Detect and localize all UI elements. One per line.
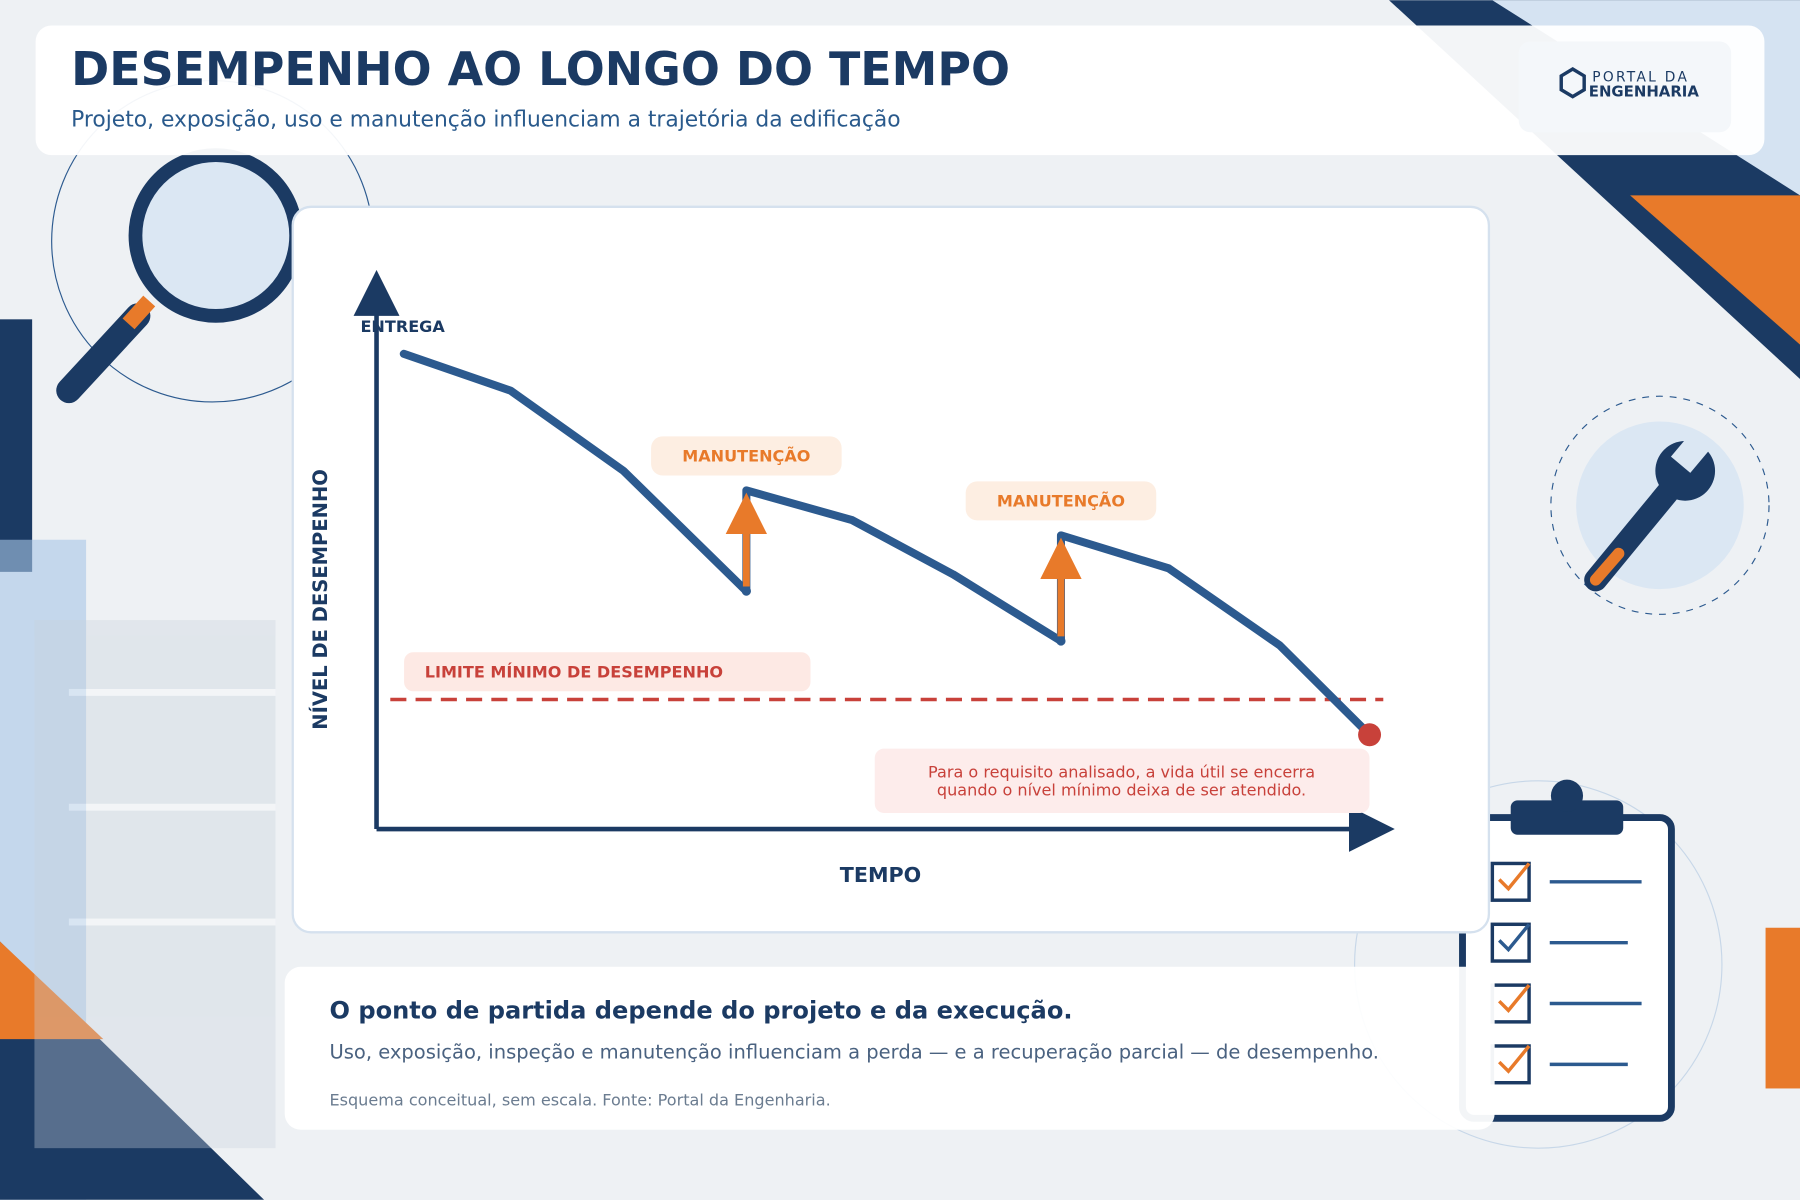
annotation: MANUTENÇÃO [997,492,1125,511]
plot: MANUTENÇÃO MANUTENÇÃO [390,349,1384,747]
logo-icon [1559,67,1586,99]
annotation-box [651,436,842,476]
footer-heading: O ponto de partida depende do projeto e … [329,996,1072,1024]
end-point [1358,723,1382,747]
footer-card [284,966,1495,1130]
header-card [35,25,1765,156]
logo-card [1518,41,1732,133]
logo-line2: ENGENHARIA [1589,83,1700,101]
annotation-box [965,481,1157,521]
x-axis-label: TEMPO [840,863,921,887]
subtitle: Projeto, exposição, uso e manutenção inf… [71,107,900,132]
end-note-box [874,748,1370,813]
logo-line1: PORTAL DA [1592,70,1689,86]
end-note: quando o nível mínimo deixa de ser atend… [937,781,1306,800]
footer-body: Uso, exposição, inspeção e manutenção in… [329,1041,1379,1064]
threshold-label-box [404,652,811,692]
threshold-label: LIMITE MÍNIMO DE DESEMPENHO [425,662,723,681]
start-label: ENTREGA [360,317,445,336]
title: DESEMPENHO AO LONGO DO TEMPO [71,42,1010,96]
chart-card [291,205,1491,934]
footer-source: Esquema conceitual, sem escala. Fonte: P… [329,1091,830,1110]
point [741,586,751,596]
annotation: MANUTENÇÃO [682,447,810,466]
point [1056,636,1066,646]
performance-line [399,349,1374,739]
y-axis-label: NÍVEL DE DESEMPENHO [309,469,332,730]
end-note: Para o requisito analisado, a vida útil … [928,762,1315,781]
